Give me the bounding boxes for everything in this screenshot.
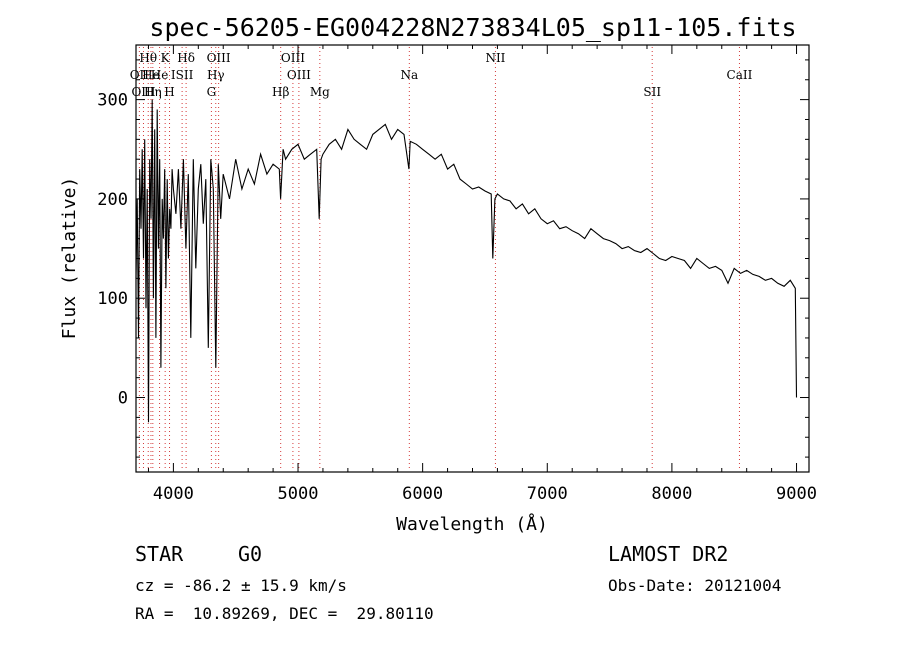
x-tick-label: 6000 [402,484,443,504]
x-tick-label: 7000 [527,484,568,504]
spectral-line-markers [138,47,740,470]
object-subclass: G0 [238,542,263,566]
spectral-line-label: ISII [171,68,194,82]
spectral-line-label: OIII [281,51,305,65]
spectral-line-label: Hβ [272,85,289,99]
spectral-line-label: OIII [131,85,155,99]
ra-dec: RA = 10.89269, DEC = 29.80110 [135,604,434,623]
spectral-line-label: Mg [310,85,330,99]
spectral-line-label: OII [130,68,150,82]
spectral-line-label: Hγ [207,68,225,82]
spectral-line-label: K [161,51,171,65]
y-tick-label: 0 [118,389,128,409]
y-tick-label: 200 [97,190,128,210]
x-axis-ticks: 4000 5000 6000 7000 8000 9000 [147,45,817,504]
x-tick-label: 8000 [651,484,692,504]
spectral-line-label: H [164,85,174,99]
x-tick-label: 9000 [776,484,817,504]
spectral-line-label: NII [485,51,505,65]
spectral-line-label: SII [643,85,661,99]
chart-title: spec-56205-EG004228N273834L05_sp11-105.f… [149,13,796,42]
x-axis-label: Wavelength (Å) [396,513,548,535]
plot-frame [135,44,810,473]
spectral-line-label: CaII [727,68,753,82]
spectral-line-label: He [142,68,160,82]
spectral-line-label: Hη [144,85,162,99]
spectral-line-label: Na [400,68,418,82]
spectral-line-label: OIII [287,68,311,82]
y-tick-label: 300 [97,91,128,111]
spectral-line-label: He [151,68,169,82]
spectral-line-label: Hδ [177,51,195,65]
y-axis-ticks: 0 100 200 300 [97,59,809,458]
obs-date: Obs-Date: 20121004 [608,576,782,595]
x-tick-label: 4000 [153,484,194,504]
spectral-line-label: G [207,85,217,99]
survey-name: LAMOST DR2 [608,542,729,566]
spectral-line-label: Hθ [139,51,157,65]
y-axis-label: Flux (relative) [59,177,80,340]
object-class: STAR [135,542,184,566]
x-tick-label: 5000 [278,484,319,504]
y-tick-label: 100 [97,289,128,309]
spectrum-series-line [135,99,798,423]
spectral-line-label: OIII [207,51,231,65]
redshift-cz: cz = -86.2 ± 15.9 km/s [135,576,347,595]
